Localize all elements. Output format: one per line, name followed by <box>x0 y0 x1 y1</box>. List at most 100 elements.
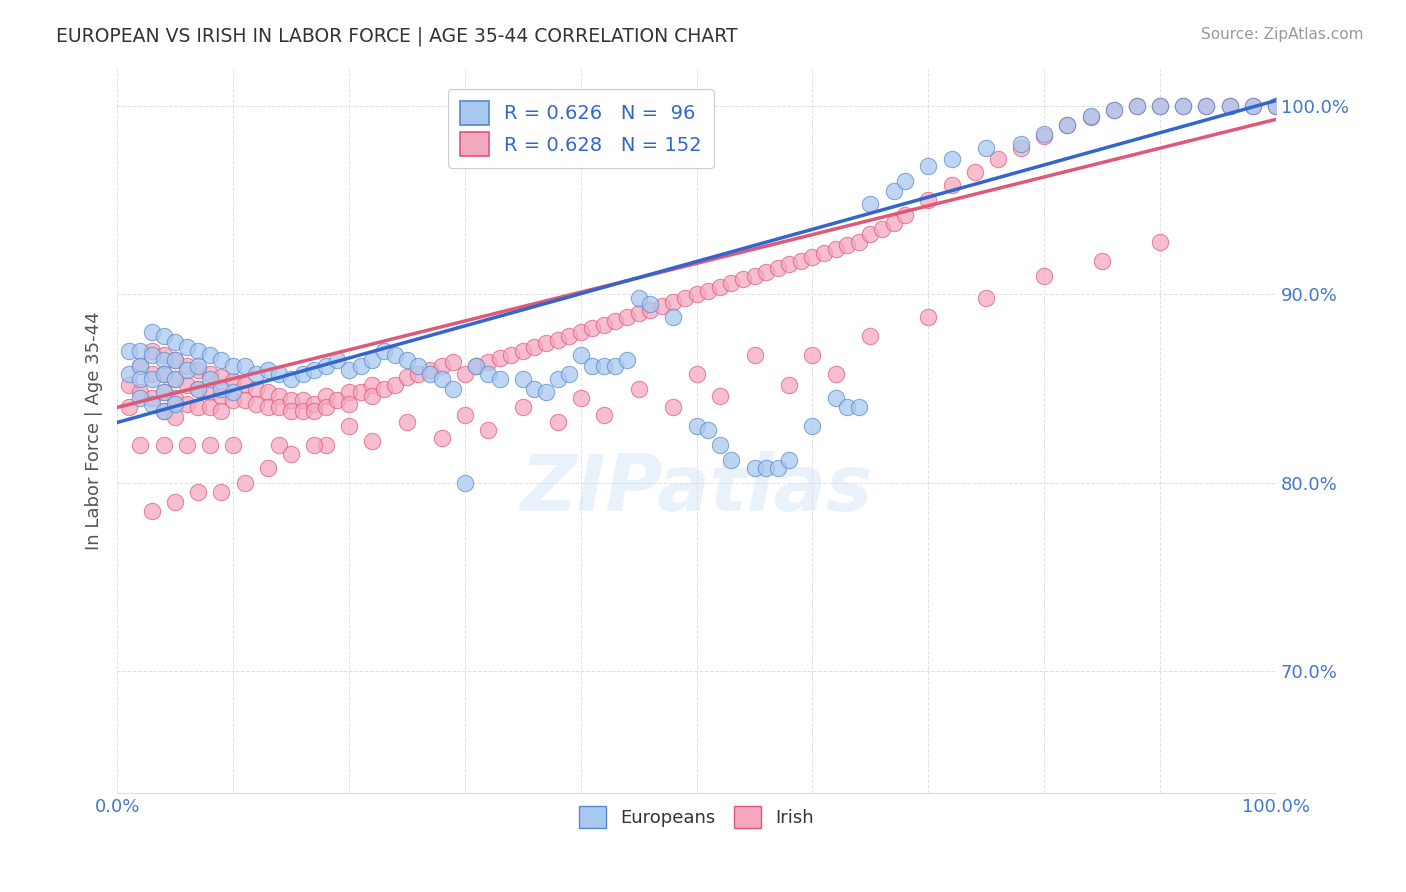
Point <box>1080 111 1102 125</box>
Point <box>129 343 152 358</box>
Point <box>361 434 384 449</box>
Point <box>198 385 221 400</box>
Point <box>592 359 614 373</box>
Point <box>291 392 314 407</box>
Point <box>291 367 314 381</box>
Point <box>256 401 278 415</box>
Point <box>256 460 278 475</box>
Point <box>801 348 824 362</box>
Point <box>141 325 163 339</box>
Y-axis label: In Labor Force | Age 35-44: In Labor Force | Age 35-44 <box>86 311 103 550</box>
Point <box>315 401 337 415</box>
Point <box>198 401 221 415</box>
Point <box>512 343 534 358</box>
Point <box>859 197 882 211</box>
Point <box>187 343 209 358</box>
Point <box>176 377 198 392</box>
Point <box>744 268 766 283</box>
Point <box>824 242 846 256</box>
Point <box>430 430 453 444</box>
Point <box>1241 99 1264 113</box>
Point <box>280 372 302 386</box>
Point <box>697 423 720 437</box>
Point <box>269 438 291 452</box>
Point <box>534 336 557 351</box>
Point <box>408 359 430 373</box>
Point <box>187 485 209 500</box>
Text: EUROPEAN VS IRISH IN LABOR FORCE | AGE 35-44 CORRELATION CHART: EUROPEAN VS IRISH IN LABOR FORCE | AGE 3… <box>56 27 738 46</box>
Point <box>605 359 627 373</box>
Point <box>245 367 267 381</box>
Point <box>245 397 267 411</box>
Point <box>1091 253 1114 268</box>
Point <box>129 359 152 373</box>
Point <box>917 310 939 324</box>
Point <box>165 397 187 411</box>
Point <box>883 184 905 198</box>
Point <box>1056 118 1078 132</box>
Point <box>118 367 141 381</box>
Point <box>697 284 720 298</box>
Point <box>673 291 696 305</box>
Point <box>187 401 209 415</box>
Point <box>569 391 592 405</box>
Point <box>384 348 406 362</box>
Point <box>441 382 464 396</box>
Point <box>801 419 824 434</box>
Point <box>662 310 685 324</box>
Point <box>465 359 488 373</box>
Point <box>766 261 789 276</box>
Point <box>198 348 221 362</box>
Point <box>848 401 870 415</box>
Point <box>685 287 707 301</box>
Point <box>963 165 986 179</box>
Point <box>477 423 499 437</box>
Point <box>326 353 349 368</box>
Point <box>302 397 325 411</box>
Point <box>187 382 209 396</box>
Point <box>395 416 418 430</box>
Point <box>408 367 430 381</box>
Point <box>547 416 569 430</box>
Point <box>1126 99 1149 113</box>
Point <box>477 367 499 381</box>
Point <box>638 302 661 317</box>
Point <box>441 355 464 369</box>
Point <box>1033 129 1056 144</box>
Point <box>1265 99 1288 113</box>
Point <box>1033 128 1056 142</box>
Point <box>165 353 187 368</box>
Point <box>129 391 152 405</box>
Point <box>233 392 256 407</box>
Point <box>488 351 510 366</box>
Point <box>569 348 592 362</box>
Point <box>709 280 731 294</box>
Point <box>152 438 174 452</box>
Point <box>256 363 278 377</box>
Point <box>245 382 267 396</box>
Point <box>141 367 163 381</box>
Point <box>222 374 245 388</box>
Point <box>1010 136 1032 151</box>
Point <box>395 353 418 368</box>
Point <box>187 382 209 396</box>
Point <box>581 359 603 373</box>
Point <box>547 372 569 386</box>
Point <box>534 385 557 400</box>
Point <box>176 340 198 354</box>
Point <box>280 404 302 418</box>
Point <box>569 325 592 339</box>
Point <box>744 460 766 475</box>
Point <box>558 367 581 381</box>
Point <box>315 389 337 403</box>
Point <box>211 370 233 384</box>
Point <box>883 216 905 230</box>
Point <box>152 385 174 400</box>
Point <box>605 314 627 328</box>
Point <box>627 382 650 396</box>
Point <box>222 359 245 373</box>
Point <box>315 359 337 373</box>
Point <box>361 353 384 368</box>
Point <box>1149 235 1171 249</box>
Point <box>1173 99 1195 113</box>
